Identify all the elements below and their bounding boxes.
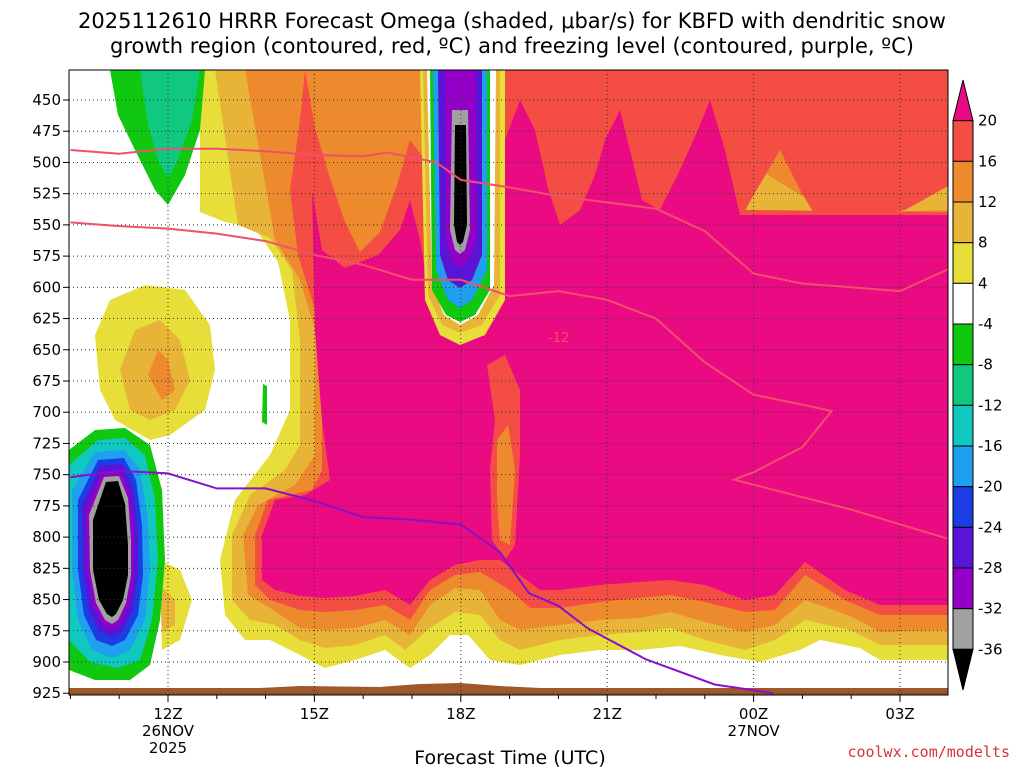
y-tick-label: 800 <box>32 528 61 546</box>
colorbar-cell <box>952 648 974 691</box>
x-axis-label: Forecast Time (UTC) <box>414 747 605 768</box>
y-tick-label: 900 <box>32 653 61 671</box>
x-tick-label: 12Z <box>153 705 182 723</box>
y-tick-label: 750 <box>32 466 61 484</box>
x-tick-label: 26NOV <box>142 722 195 740</box>
dgz-bottom-isotherm-line <box>70 221 948 540</box>
y-tick-label: 850 <box>32 591 61 609</box>
y-tick-label: 525 <box>32 185 61 203</box>
omega-shading <box>69 70 948 695</box>
omega-upper-left-teal <box>140 70 200 178</box>
contour-label: -12 <box>548 331 569 346</box>
chart-title-line1: 2025112610 HRRR Forecast Omega (shaded, … <box>78 9 946 33</box>
colorbar-cell <box>952 404 974 447</box>
colorbar-cell <box>952 567 974 610</box>
colorbar-label: 16 <box>978 152 997 170</box>
colorbar-cell <box>952 160 974 203</box>
isolines <box>70 147 948 695</box>
colorbar-label: -4 <box>978 315 993 333</box>
x-tick-label: 15Z <box>300 705 329 723</box>
freezing-level-line <box>70 469 774 695</box>
omega-band-8-lower <box>160 585 175 632</box>
dgz-top-isotherm-line <box>70 147 948 293</box>
y-tick-label: 450 <box>32 91 61 109</box>
colorbar-label: -28 <box>978 559 1003 577</box>
y-tick-label: 700 <box>32 403 61 421</box>
colorbar-label: -32 <box>978 600 1003 618</box>
colorbar-label: 12 <box>978 193 997 211</box>
colorbar-cell <box>952 242 974 284</box>
colorbar-cell <box>952 608 974 650</box>
x-tick-label: 27NOV <box>728 722 781 740</box>
y-tick-label: 550 <box>32 216 61 234</box>
colorbar-cell <box>952 201 974 244</box>
y-tick-label: 475 <box>32 122 61 140</box>
omega-band-12-strip <box>497 425 515 545</box>
y-tick-label: 925 <box>32 684 61 702</box>
colorbar-cell <box>952 120 974 162</box>
y-tick-label: 500 <box>32 153 61 171</box>
colorbar-cell <box>952 282 974 325</box>
x-tick-label: 03Z <box>885 705 914 723</box>
colorbar-label: -16 <box>978 437 1003 455</box>
grid <box>69 70 948 695</box>
omega-lower-left-black <box>93 481 128 617</box>
colorbar-label: -8 <box>978 356 993 374</box>
colorbar-label: 4 <box>978 274 988 292</box>
colorbar: 20 16 12 8 4 -4 -8 -12 -16 -20 -24 -28 -32 -36 <box>952 79 1003 691</box>
omega-downdraft-black <box>454 125 467 245</box>
y-axis: 450 475 500 525 550 575 600 625 650 675 700 725 750 7… <box>32 91 69 702</box>
colorbar-label: 20 <box>978 112 997 130</box>
x-tick-label: 18Z <box>446 705 475 723</box>
y-tick-label: 775 <box>32 497 61 515</box>
colorbar-cell <box>952 445 974 488</box>
y-tick-label: 825 <box>32 559 61 577</box>
y-tick-label: 600 <box>32 278 61 296</box>
y-tick-label: 675 <box>32 372 61 390</box>
credit-text: coolwx.com/modelts <box>847 743 1010 761</box>
colorbar-label: -12 <box>978 396 1003 414</box>
omega-speck-green <box>262 384 267 425</box>
colorbar-label: 8 <box>978 234 988 252</box>
x-tick-label: 21Z <box>593 705 622 723</box>
y-tick-label: 650 <box>32 341 61 359</box>
x-tick-label: 2025 <box>149 739 187 757</box>
y-tick-label: 725 <box>32 434 61 452</box>
colorbar-label: -24 <box>978 518 1003 536</box>
colorbar-cell <box>952 79 974 122</box>
colorbar-cell <box>952 364 974 406</box>
terrain <box>69 683 948 695</box>
plot-frame <box>68 69 949 696</box>
colorbar-cell <box>952 526 974 569</box>
colorbar-cell <box>952 323 974 366</box>
y-tick-label: 875 <box>32 622 61 640</box>
omega-band-20 <box>262 100 948 605</box>
chart-title-line2: growth region (contoured, red, ºC) and f… <box>110 34 914 58</box>
y-tick-label: 575 <box>32 247 61 265</box>
x-tick-label: 00Z <box>739 705 768 723</box>
y-tick-label: 625 <box>32 310 61 328</box>
colorbar-label: -20 <box>978 478 1003 496</box>
colorbar-cell <box>952 486 974 528</box>
colorbar-label: -36 <box>978 640 1003 658</box>
